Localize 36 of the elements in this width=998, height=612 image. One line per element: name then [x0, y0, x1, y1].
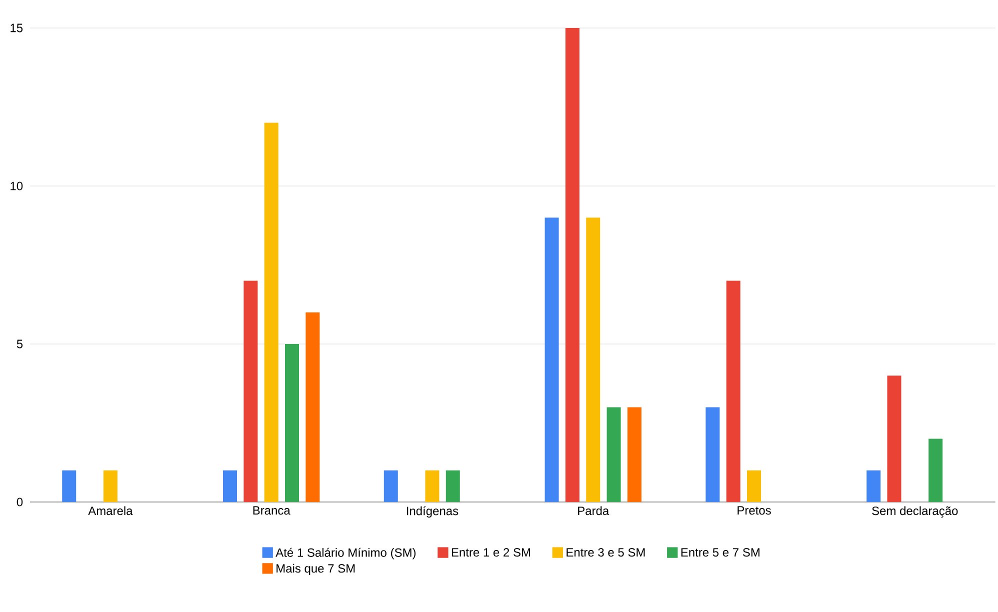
- bar: [223, 470, 238, 502]
- x-tick-label: Sem declaração: [872, 506, 958, 518]
- bar: [264, 122, 278, 502]
- y-tick-label: 0: [16, 498, 23, 506]
- bar: [446, 470, 460, 502]
- bar: [384, 470, 398, 502]
- bar: [726, 280, 740, 502]
- bar: [928, 438, 943, 502]
- x-tick-label: Pretos: [738, 506, 771, 515]
- bar: [425, 470, 440, 502]
- bar: [565, 28, 580, 502]
- bar: [606, 407, 621, 502]
- legend-label: Até 1 Salário Mínimo (SM): [276, 548, 416, 560]
- bar: [586, 218, 600, 502]
- bar: [887, 376, 902, 502]
- y-tick-label: 15: [10, 24, 23, 32]
- bar: [544, 218, 559, 502]
- legend-label: Entre 3 e 5 SM: [566, 548, 645, 557]
- x-tick-label: Indígenas: [406, 506, 458, 518]
- legend-label: Mais que 7 SM: [276, 564, 355, 576]
- legend-label: Entre 5 e 7 SM: [681, 548, 760, 557]
- legend-label: Entre 1 e 2 SM: [452, 548, 530, 557]
- y-tick-label: 10: [10, 182, 23, 190]
- bar: [244, 280, 258, 502]
- bar: [285, 344, 300, 502]
- bar: [627, 407, 642, 502]
- bar: [306, 312, 320, 502]
- bar: [866, 470, 881, 502]
- x-tick-label: Parda: [578, 506, 610, 516]
- bar: [62, 470, 76, 502]
- bar: [103, 470, 118, 502]
- x-tick-label: Branca: [253, 506, 290, 515]
- x-tick-label: Amarela: [88, 506, 133, 516]
- bar: [706, 407, 720, 502]
- y-tick-label: 5: [16, 340, 23, 348]
- bar: [747, 470, 762, 502]
